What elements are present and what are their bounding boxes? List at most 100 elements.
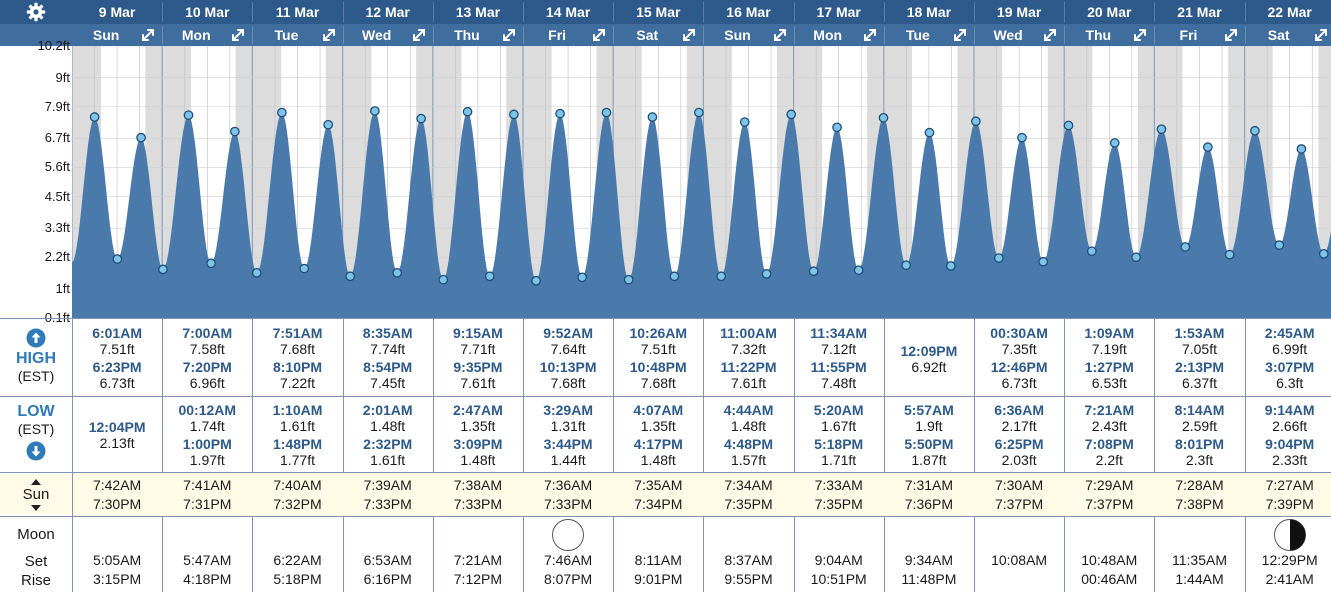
day-column-header[interactable]: Sat <box>613 24 703 46</box>
expand-arrows-icon[interactable] <box>952 27 968 43</box>
low-tide-cell: 2:47AM 1.35ft <box>433 402 523 434</box>
tide-point <box>230 126 240 137</box>
weekday-label: Thu <box>454 27 480 43</box>
sunset-time: 7:34PM <box>634 496 683 512</box>
tide-time: 9:15AM <box>452 325 503 341</box>
tide-time: 6:25PM <box>994 436 1044 452</box>
low-tide-cell: 3:29AM 1.31ft <box>523 402 613 434</box>
moonset-time: 8:11AM <box>634 552 682 568</box>
low-tide-cell: 2:01AM 1.48ft <box>343 402 433 434</box>
tide-point <box>1156 124 1167 135</box>
expand-arrows-icon[interactable] <box>1132 27 1148 43</box>
day-column-header[interactable]: Mon <box>162 24 252 46</box>
tide-point <box>1296 144 1307 154</box>
header-divider <box>162 26 164 44</box>
tide-point <box>183 110 194 121</box>
expand-arrows-icon[interactable] <box>862 27 878 43</box>
tide-chart <box>72 46 1331 318</box>
day-column-header[interactable]: Thu <box>433 24 523 46</box>
high-tide-cell: 8:10PM 7.22ft <box>252 359 342 391</box>
tide-height: 2.2ft <box>1095 452 1123 468</box>
moonrise-time: 8:07PM <box>543 571 593 587</box>
day-column-header[interactable]: Tue <box>252 24 342 46</box>
tide-height: 1.48ft <box>370 418 406 434</box>
tide-height: 1.67ft <box>821 418 857 434</box>
sunset-time: 7:35PM <box>724 496 773 512</box>
date-label: 20 Mar <box>1087 4 1132 20</box>
expand-arrows-icon[interactable] <box>1042 27 1058 43</box>
tide-time: 4:17PM <box>633 436 683 452</box>
tide-height: 7.19ft <box>1091 341 1127 357</box>
weekday-label: Tue <box>274 27 299 43</box>
y-tick-label: -0.1ft <box>40 310 70 325</box>
moonset-time: 9:04AM <box>814 552 863 568</box>
tide-time: 5:50PM <box>904 436 954 452</box>
low-tide-cell: 2:32PM 1.61ft <box>343 436 433 468</box>
expand-arrows-icon[interactable] <box>411 27 427 43</box>
tide-time: 11:22PM <box>720 359 777 375</box>
day-column-header[interactable]: Fri <box>523 24 613 46</box>
expand-arrows-icon[interactable] <box>681 27 697 43</box>
last-quarter-moon-icon <box>1273 519 1306 551</box>
day-column-header[interactable]: Sat <box>1245 24 1331 46</box>
day-column-header[interactable]: Wed <box>343 24 433 46</box>
tide-point <box>462 106 473 117</box>
expand-arrows-icon[interactable] <box>501 27 517 43</box>
expand-arrows-icon[interactable] <box>230 27 246 43</box>
date-label: 15 Mar <box>636 4 681 20</box>
expand-arrows-icon[interactable] <box>321 27 337 43</box>
tide-time: 12:46PM <box>990 359 1048 375</box>
day-column-header[interactable]: Fri <box>1154 24 1244 46</box>
low-tide-cell: 6:36AM 2.17ft <box>974 402 1064 434</box>
low-tide-cell: 1:10AM 1.61ft <box>252 402 342 434</box>
y-tick-label: 1ft <box>55 280 70 296</box>
moonset-time: 7:46AM <box>543 552 593 568</box>
tide-point <box>323 119 334 130</box>
column-divider <box>793 318 795 592</box>
day-column-header[interactable]: Mon <box>794 24 884 46</box>
tide-height: 7.12ft <box>821 341 857 357</box>
expand-arrows-icon[interactable] <box>591 27 607 43</box>
day-column-header[interactable]: Tue <box>884 24 974 46</box>
tide-height: 7.51ft <box>99 341 135 357</box>
low-tide-cell: 9:04PM 2.33ft <box>1245 436 1331 468</box>
sunset-time: 7:36PM <box>904 496 954 512</box>
expand-arrows-icon[interactable] <box>140 27 156 43</box>
tide-time: 8:14AM <box>1174 402 1225 418</box>
tide-height: 7.61ft <box>460 375 496 391</box>
tide-height: 1.71ft <box>821 452 857 468</box>
day-column-header[interactable]: Sun <box>703 24 793 46</box>
tide-time: 11:00AM <box>720 325 777 341</box>
sunset-arrow-icon <box>31 505 41 511</box>
tide-height: 7.68ft <box>640 375 676 391</box>
expand-arrows-icon[interactable] <box>772 27 788 43</box>
y-tick-label: 5.6ft <box>44 159 70 175</box>
tide-height: 1.57ft <box>730 452 766 468</box>
day-column-header[interactable]: Sun <box>72 24 162 46</box>
tide-height: 6.53ft <box>1091 375 1127 391</box>
date-header-bar <box>0 0 1331 24</box>
low-tide-cell: 00:12AM 1.74ft <box>162 402 252 434</box>
tide-time: 8:54PM <box>363 359 413 375</box>
day-column-header[interactable]: Wed <box>974 24 1064 46</box>
settings-button[interactable] <box>0 0 72 24</box>
expand-arrows-icon[interactable] <box>1223 27 1239 43</box>
header-divider <box>252 2 254 22</box>
tide-height: 6.99ft <box>1272 341 1308 357</box>
day-column-header[interactable]: Thu <box>1064 24 1154 46</box>
header-divider <box>1154 2 1156 22</box>
expand-arrows-icon[interactable] <box>1313 27 1329 43</box>
tide-time: 6:36AM <box>994 402 1044 418</box>
tide-time: 4:44AM <box>723 402 774 418</box>
low-tide-cell: 5:20AM 1.67ft <box>794 402 884 434</box>
weekday-label: Wed <box>362 27 392 43</box>
tide-area <box>72 111 1331 318</box>
sunrise-arrow-icon <box>31 479 41 485</box>
tide-time: 9:35PM <box>453 359 503 375</box>
tide-height: 7.05ft <box>1181 341 1217 357</box>
weekday-label: Wed <box>993 27 1023 43</box>
moonset-time: 7:21AM <box>453 552 503 568</box>
high-tide-cell: 2:13PM 6.37ft <box>1154 359 1244 391</box>
tide-time: 7:21AM <box>1084 402 1135 418</box>
column-divider <box>72 318 73 592</box>
